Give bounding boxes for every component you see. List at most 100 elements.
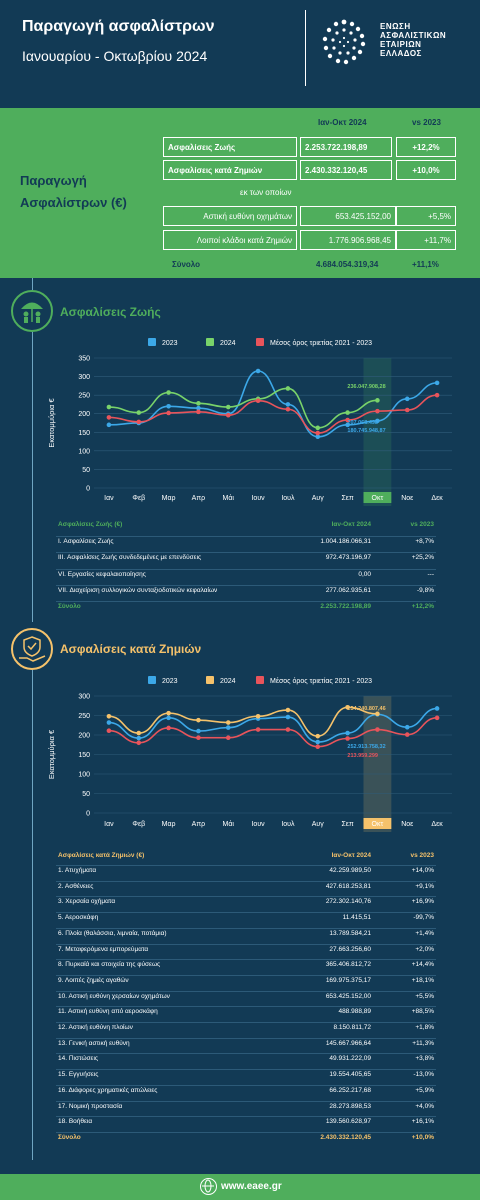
data-point [196, 405, 201, 411]
y-tick-label: 300 [78, 374, 90, 381]
life-cell: +8,7% [415, 538, 434, 545]
nonlife-cell: 17. Νομική προστασία [58, 1102, 123, 1110]
x-tick-label: Μάι [223, 494, 235, 502]
data-point [345, 417, 350, 423]
data-point [225, 735, 231, 741]
data-point [404, 732, 410, 737]
legend-label: 2023 [162, 340, 178, 347]
row-separator [56, 1053, 436, 1055]
data-point [106, 415, 112, 420]
shield-hand-icon [19, 636, 46, 662]
nonlife-total-row: Σύνολο 2.430.332.120,45 +10,0% [0, 1133, 480, 1144]
data-point [166, 410, 171, 416]
data-point [315, 739, 321, 745]
data-label: 236.047.908,28 [347, 384, 385, 390]
life-row: VII. Διαχείριση συλλογικών συνταξιοδοτικ… [0, 586, 480, 597]
life-value: 2.253.722.198,89 [300, 137, 392, 157]
data-point [166, 710, 171, 716]
data-label: 254.240.807,46 [347, 706, 385, 712]
y-axis-label: Εκατομμύρια € [47, 398, 56, 448]
org-logo-icon [322, 19, 366, 65]
data-point [255, 368, 261, 374]
data-point [345, 736, 350, 741]
nonlife-cell: 13. Γενική αστική ευθύνη [58, 1039, 130, 1047]
y-tick-label: 350 [78, 356, 90, 363]
legend-label: Μέσος όρος τριετίας 2021 - 2023 [270, 339, 372, 347]
website-link[interactable]: www.eaee.gr [221, 1181, 282, 1192]
data-point [375, 711, 380, 717]
nonlife-cell: 653.425.152,00 [325, 992, 371, 1000]
y-tick-label: 0 [86, 811, 90, 818]
x-tick-label: Ιαν [104, 495, 114, 502]
y-tick-label: 250 [78, 393, 90, 400]
nonlife-row: 16. Διάφορες χρηματικές απώλειες 66.252.2… [0, 1086, 480, 1097]
life-change: +12,2% [396, 137, 456, 157]
nonlife-cell: 66.252.217,68 [329, 1086, 371, 1094]
life-side-line [32, 332, 33, 622]
nonlife-cell: +88,5% [411, 1008, 434, 1016]
data-point [375, 398, 380, 403]
data-point [404, 407, 410, 413]
data-point [315, 434, 321, 440]
nonlife-cell: 49.931.222,09 [329, 1055, 371, 1063]
total-change: +11,1% [412, 260, 439, 269]
nonlife-cell: 11. Αστική ευθύνη από αεροσκάφη [58, 1008, 158, 1016]
nonlife-cell: 12. Αστική ευθύνη πλοίων [58, 1024, 133, 1031]
nonlife-cell: 8. Πυρκαϊά και στοιχεία της φύσεως [58, 961, 161, 969]
data-point [285, 714, 291, 720]
nonlife-cell: 42.259.989,50 [329, 867, 371, 874]
nonlife-cell: 3. Χερσαία οχήματα [58, 898, 116, 906]
x-tick-label: Δεκ [431, 495, 443, 502]
data-point [315, 744, 321, 749]
life-cell: --- [427, 570, 435, 578]
row-separator [56, 990, 436, 992]
nonlife-cell: 8.150.811,72 [333, 1024, 371, 1031]
x-tick-label: Δεκ [431, 821, 443, 828]
nonlife-row: 18. Βοήθεια 139.560.628,97 +16,1% [0, 1117, 480, 1128]
nonlife-total-cell: 2.430.332.120,45 [320, 1133, 371, 1141]
highlight-label-bg [363, 492, 392, 503]
row-separator [56, 601, 436, 603]
page-subtitle: Ιανουαρίου - Οκτωβρίου 2024 [22, 48, 208, 64]
legend-swatch [256, 338, 264, 346]
data-point [285, 406, 291, 412]
nonlife-cell: +11,3% [412, 1039, 434, 1047]
of-which-label: εκ των οποίων [240, 188, 292, 197]
row-separator [56, 1037, 436, 1039]
x-tick-label: Ιουν [251, 495, 265, 502]
life-section-title: Ασφαλίσεις Ζωής [60, 305, 161, 319]
nonlife-cell: 13.789.584,21 [329, 929, 371, 937]
row-separator [56, 552, 436, 554]
nonlife-cell: +5,9% [415, 1086, 434, 1094]
x-tick-label: Απρ [192, 821, 205, 828]
other-value: 1.776.906.968,45 [300, 230, 396, 250]
nonlife-total-cell: +10,0% [411, 1133, 434, 1141]
data-point [315, 425, 321, 431]
series-line [108, 370, 438, 438]
y-axis-label: Εκατομμύρια € [47, 729, 56, 779]
nonlife-cell: -99,7% [413, 914, 434, 922]
motor-label: Αστική ευθύνη οχημάτων [163, 206, 297, 226]
nonlife-cell: +16,1% [411, 1118, 434, 1126]
page-title: Παραγωγή ασφαλίστρων [22, 18, 215, 35]
data-point [434, 715, 440, 721]
row-separator [56, 536, 436, 537]
other-change: +11,7% [396, 230, 456, 250]
data-point [345, 705, 350, 710]
data-point [196, 717, 201, 723]
data-point [404, 396, 410, 402]
nonlife-cell: 272.302.140,76 [325, 898, 371, 906]
x-tick-label: Απρ [192, 495, 205, 502]
nonlife-row: 13. Γενική αστική ευθύνη 145.667.966,64 +1… [0, 1039, 480, 1050]
data-point [196, 401, 201, 406]
y-tick-label: 50 [82, 467, 90, 474]
y-tick-label: 100 [78, 772, 90, 779]
globe-lines-icon [202, 1179, 214, 1193]
nonlife-cell: 7. Μεταφερόμενα εμπορεύματα [58, 945, 149, 953]
data-point [136, 740, 142, 746]
x-tick-label: Μαρ [162, 495, 176, 502]
data-point [225, 404, 231, 410]
total-value: 4.684.054.319,34 [316, 260, 379, 269]
data-point [285, 402, 291, 407]
life-table-header: Ασφαλίσεις Ζωής (€) Ιαν-Οκτ 2024 vs 2023 [58, 521, 434, 528]
